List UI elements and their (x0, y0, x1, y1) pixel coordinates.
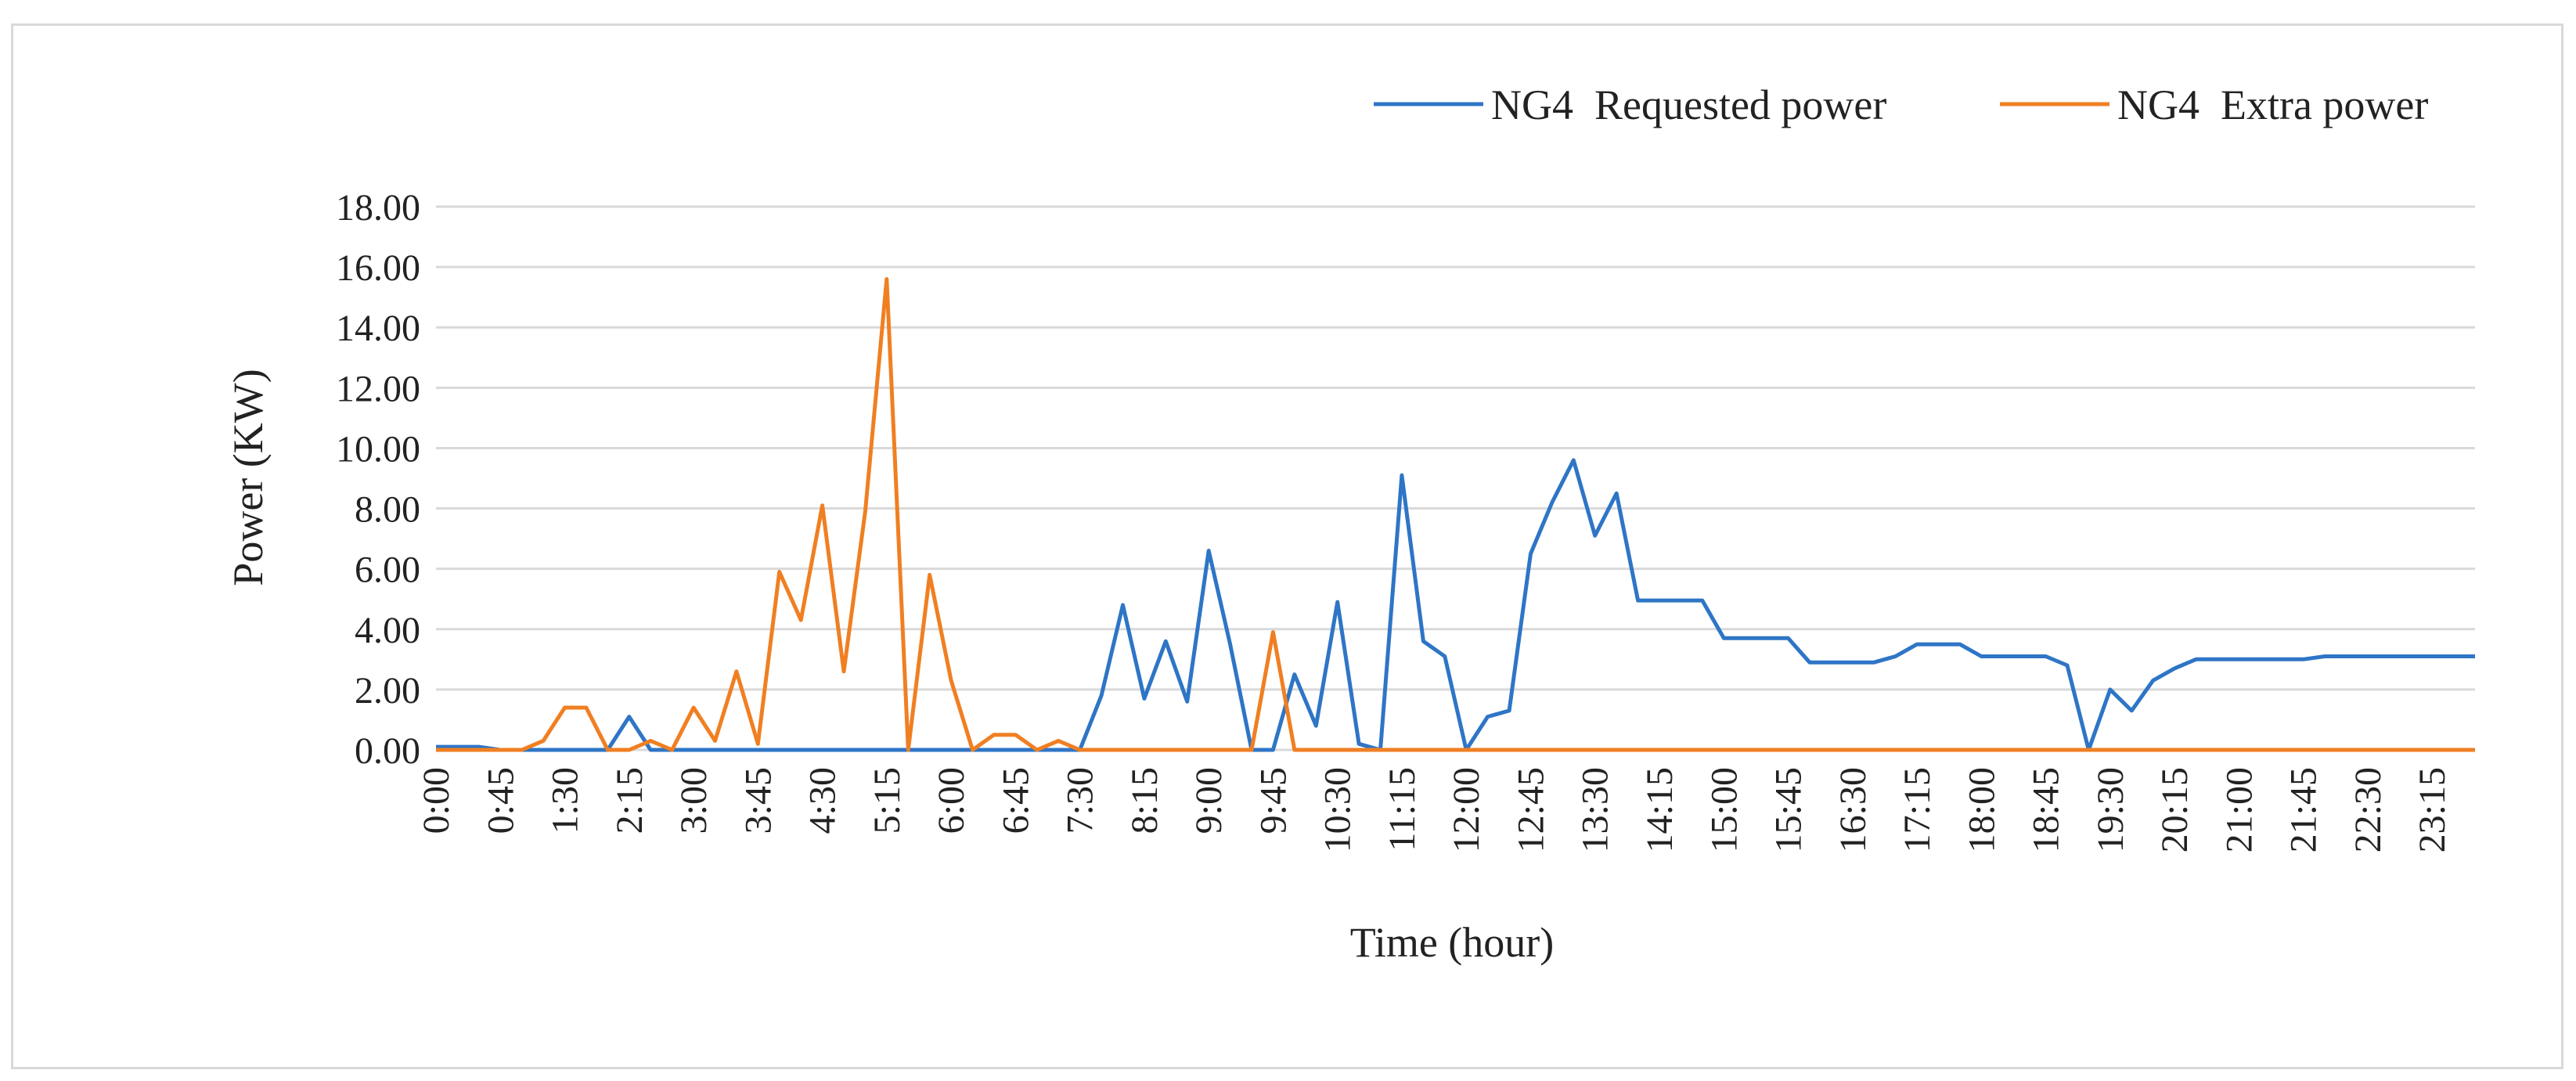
y-tick-labels: 0.00 2.00 4.00 6.00 8.00 10.00 12.00 14.00 16.00… (336, 187, 420, 772)
x-tick-label: 6:45 (995, 767, 1036, 834)
x-tick-label: 8:15 (1124, 767, 1166, 834)
x-tick-label: 16:30 (1832, 767, 1874, 852)
x-axis-title: Time (hour) (1350, 919, 1555, 966)
x-tick-label: 12:45 (1510, 767, 1551, 852)
y-tick-label: 16.00 (336, 247, 420, 289)
x-tick-label: 6:00 (931, 767, 972, 834)
x-tick-label: 20:15 (2154, 767, 2196, 852)
gridlines (436, 205, 2475, 751)
x-tick-label: 22:30 (2347, 767, 2389, 852)
x-tick-label: 14:15 (1639, 767, 1681, 852)
x-tick-label: 11:15 (1382, 767, 1423, 852)
x-tick-label: 17:15 (1897, 767, 1938, 852)
x-tick-label: 13:30 (1575, 767, 1616, 852)
series-line-requested-power (436, 458, 2475, 752)
legend: NG4 Requested power NG4 Extra power (1374, 81, 2428, 128)
x-tick-label: 10:30 (1317, 767, 1359, 852)
x-tick-labels: 0:00 0:45 1:30 2:15 3:00 3:45 4:30 5:15 6:00 6:45… (416, 767, 2453, 852)
series-lines (436, 277, 2475, 752)
y-tick-label: 6.00 (355, 550, 420, 591)
x-tick-label: 18:00 (1961, 767, 2002, 852)
y-tick-label: 0.00 (355, 730, 420, 772)
y-tick-label: 14.00 (336, 308, 420, 349)
x-tick-label: 15:00 (1703, 767, 1745, 852)
chart-frame (11, 23, 2563, 1069)
x-tick-label: 3:45 (737, 767, 779, 834)
y-tick-label: 10.00 (336, 428, 420, 470)
x-tick-label: 12:00 (1446, 767, 1487, 852)
x-tick-label: 15:45 (1768, 767, 1810, 852)
x-tick-label: 21:45 (2283, 767, 2325, 852)
x-tick-label: 4:30 (802, 767, 844, 834)
x-tick-label: 23:15 (2412, 767, 2453, 852)
y-tick-label: 12.00 (336, 368, 420, 409)
x-tick-label: 5:15 (866, 767, 908, 834)
legend-label-requested: NG4 Requested power (1491, 81, 1886, 128)
y-tick-label: 2.00 (355, 670, 420, 712)
x-tick-label: 2:15 (609, 767, 650, 834)
series-line-extra-power (436, 277, 2475, 752)
y-tick-label: 18.00 (336, 187, 420, 229)
x-tick-label: 0:45 (480, 767, 521, 834)
x-tick-label: 3:00 (673, 767, 715, 834)
x-tick-label: 18:45 (2026, 767, 2067, 852)
x-tick-label: 0:00 (416, 767, 457, 834)
x-tick-label: 9:00 (1188, 767, 1230, 834)
x-tick-label: 1:30 (545, 767, 586, 834)
x-tick-label: 7:30 (1060, 767, 1101, 834)
x-tick-label: 21:00 (2218, 767, 2260, 852)
y-tick-label: 8.00 (355, 489, 420, 531)
legend-label-extra: NG4 Extra power (2117, 81, 2428, 128)
y-axis-title: Power (KW) (225, 369, 272, 586)
y-tick-label: 4.00 (355, 610, 420, 651)
x-tick-label: 19:30 (2090, 767, 2131, 852)
x-tick-label: 9:45 (1252, 767, 1294, 834)
